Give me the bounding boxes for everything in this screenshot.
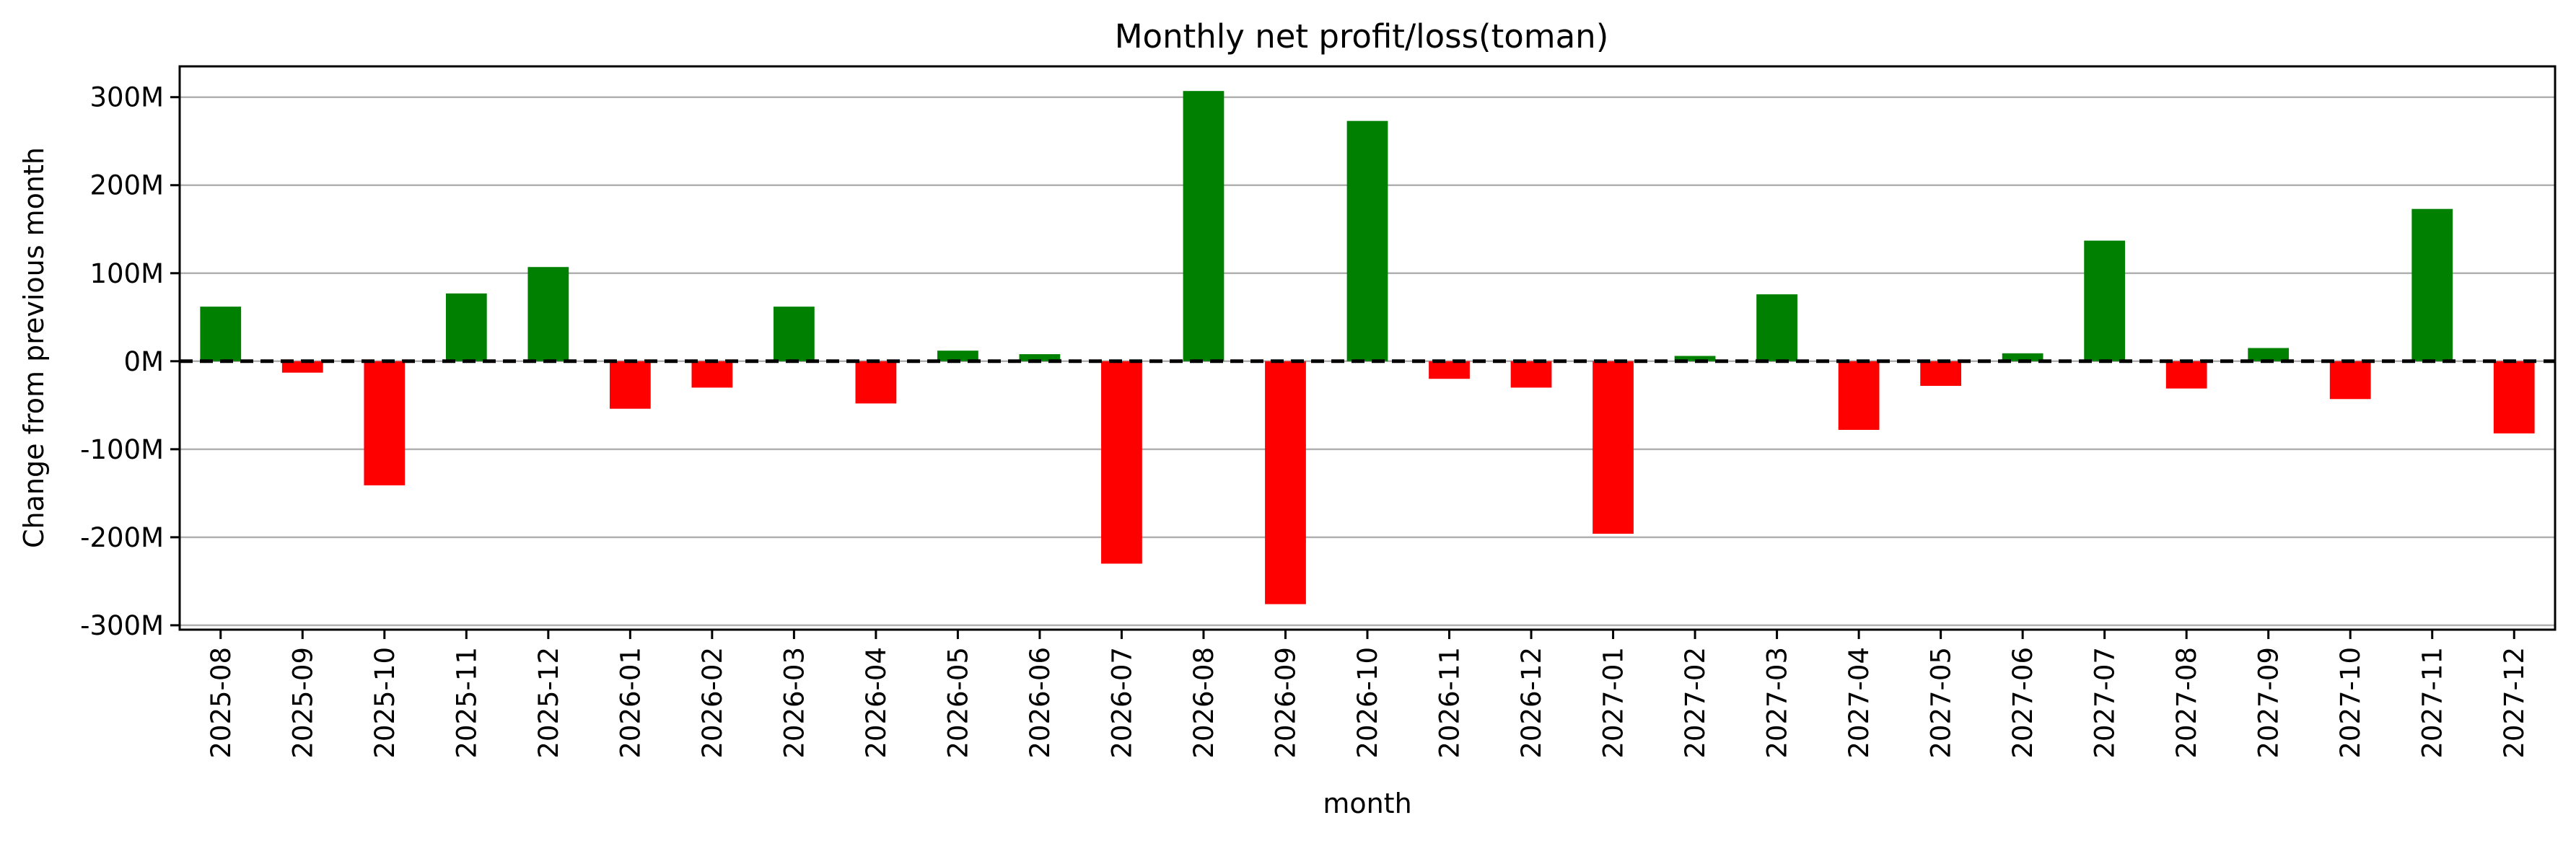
x-tick-label: 2025-09 — [287, 647, 318, 759]
x-tick-label: 2026-07 — [1106, 647, 1137, 759]
bar-2026-04 — [855, 361, 897, 404]
bar-2026-05 — [937, 351, 978, 361]
bar-2026-12 — [1510, 361, 1552, 388]
bar-2027-01 — [1593, 361, 1634, 534]
bar-2027-08 — [2165, 361, 2207, 389]
y-tick-label: 200M — [89, 170, 164, 201]
x-tick-label: 2026-11 — [1434, 647, 1466, 759]
x-tick-label: 2027-12 — [2499, 647, 2530, 759]
bar-2027-09 — [2248, 348, 2290, 361]
bar-2026-08 — [1183, 91, 1225, 361]
bars — [200, 91, 2535, 604]
bar-2027-04 — [1838, 361, 1880, 430]
x-tick-label: 2027-05 — [1926, 647, 1957, 759]
x-tick-label: 2025-11 — [451, 647, 482, 759]
x-tick-label: 2027-08 — [2171, 647, 2202, 759]
x-tick-label: 2026-08 — [1188, 647, 1219, 759]
y-tick-label: 100M — [89, 258, 164, 289]
x-tick-label: 2025-10 — [369, 647, 400, 759]
x-tick-label: 2025-08 — [206, 647, 237, 759]
bar-2027-10 — [2329, 361, 2371, 400]
x-tick-label: 2027-04 — [1844, 647, 1875, 759]
chart-title: Monthly net profit/loss(toman) — [1115, 17, 1609, 56]
y-tick-label: 300M — [89, 82, 164, 113]
bar-2026-09 — [1265, 361, 1306, 604]
bar-2026-06 — [1019, 354, 1061, 361]
y-tick-label: 0M — [124, 346, 164, 377]
x-tick-label: 2026-10 — [1352, 647, 1383, 759]
x-tick-label: 2025-12 — [533, 647, 564, 759]
x-axis-ticks: 2025-08 2025-09 2025-10 2025-11 2025-12 2026-… — [206, 630, 2530, 759]
x-tick-label: 2026-01 — [615, 647, 646, 759]
bar-2026-07 — [1101, 361, 1142, 564]
bar-2027-11 — [2411, 208, 2453, 361]
bar-2025-09 — [281, 361, 323, 373]
bar-2027-03 — [1756, 294, 1797, 361]
y-axis-ticks: 300M 200M 100M 0M -100M -200M -300M — [80, 82, 180, 641]
y-tick-label: -200M — [80, 522, 164, 553]
x-tick-label: 2026-06 — [1025, 647, 1056, 759]
bar-2026-03 — [774, 307, 815, 361]
x-tick-label: 2026-02 — [697, 647, 728, 759]
x-tick-label: 2026-12 — [1516, 647, 1547, 759]
bar-2026-02 — [691, 361, 733, 388]
bar-2026-10 — [1346, 120, 1388, 361]
x-tick-label: 2026-03 — [779, 647, 810, 759]
x-tick-label: 2027-09 — [2253, 647, 2284, 759]
bar-2027-05 — [1920, 361, 1961, 386]
bar-2027-07 — [2084, 240, 2126, 361]
y-axis-label: Change from previous month — [18, 147, 50, 548]
x-tick-label: 2027-10 — [2335, 647, 2366, 759]
x-tick-label: 2027-02 — [1680, 647, 1711, 759]
x-tick-label: 2027-07 — [2090, 647, 2121, 759]
bar-2026-11 — [1429, 361, 1470, 379]
x-tick-label: 2026-04 — [861, 647, 892, 759]
x-tick-label: 2027-06 — [2007, 647, 2038, 759]
bar-2027-12 — [2493, 361, 2535, 433]
bar-2025-10 — [364, 361, 406, 485]
bar-2025-08 — [200, 307, 242, 361]
y-tick-label: -100M — [80, 434, 164, 465]
bar-2027-02 — [1674, 356, 1716, 361]
bar-2026-01 — [609, 361, 651, 409]
x-axis-label: month — [1323, 788, 1411, 819]
x-tick-label: 2027-01 — [1598, 647, 1629, 759]
y-tick-label: -300M — [80, 610, 164, 641]
x-tick-label: 2027-03 — [1762, 647, 1793, 759]
x-tick-label: 2026-09 — [1270, 647, 1301, 759]
bar-2025-12 — [527, 267, 569, 361]
bar-2025-11 — [445, 293, 487, 361]
x-tick-label: 2027-11 — [2417, 647, 2448, 759]
x-tick-label: 2026-05 — [942, 647, 973, 759]
bar-2027-06 — [2002, 353, 2043, 361]
